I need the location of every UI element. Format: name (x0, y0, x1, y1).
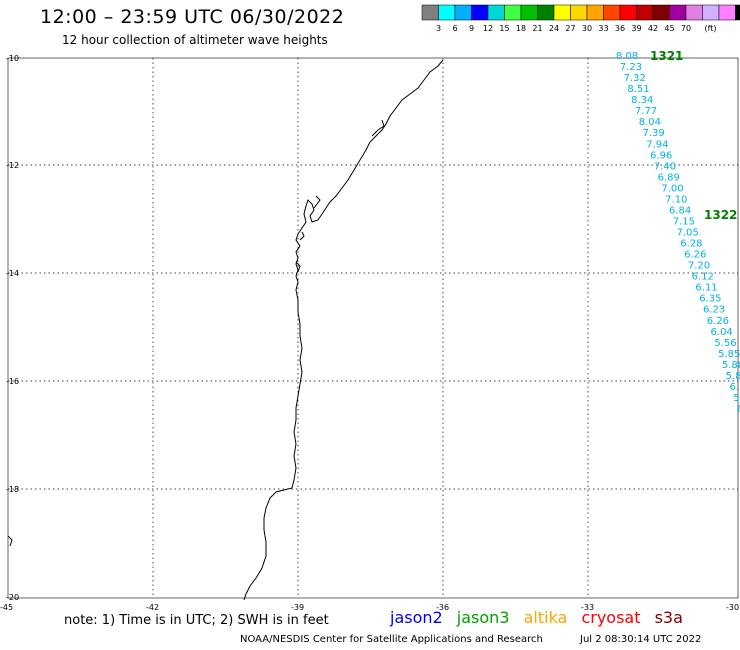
legend-label: 45 (664, 24, 674, 33)
swh-value: 6.26 (707, 316, 729, 327)
map-subtitle: 12 hour collection of altimeter wave hei… (62, 33, 328, 47)
swh-value: 5.85 (718, 349, 740, 360)
legend-label: 33 (598, 24, 608, 33)
swh-value: 7.94 (646, 139, 668, 150)
map-title: 12:00 – 23:59 UTC 06/30/2022 (40, 6, 345, 28)
swh-value: 6.11 (695, 283, 717, 294)
legend-label: 42 (648, 24, 658, 33)
legend-label: 21 (532, 24, 542, 33)
legend-label: 9 (469, 24, 474, 33)
coastline (243, 59, 444, 601)
pass-label: 1322 (704, 208, 737, 222)
legend-label: 30 (582, 24, 592, 33)
swh-value: 6.35 (699, 294, 721, 305)
swh-value: 8.08 (616, 51, 638, 62)
lat-label: -12 (6, 161, 19, 170)
swh-value: 7.77 (635, 106, 657, 117)
satellite-label: jason2 (390, 608, 443, 627)
swh-value: 7.23 (620, 62, 642, 73)
coastline-detail (7, 119, 385, 547)
swh-value: 7.05 (677, 228, 699, 239)
swh-value: 5.56 (714, 338, 736, 349)
credit-text: NOAA/NESDIS Center for Satellite Applica… (240, 634, 543, 645)
swh-value: 7.20 (688, 261, 710, 272)
satellite-legend: jason2 jason3 altika cryosat s3a (390, 608, 692, 627)
legend-label: 70 (681, 24, 691, 33)
legend-swatch (735, 4, 740, 21)
lon-label: -30 (726, 603, 739, 612)
satellite-label: cryosat (581, 608, 641, 627)
lon-labels: -45 -42 -39 -36 -33 -30 (0, 603, 739, 612)
lat-label: -18 (6, 485, 19, 494)
swh-value: 7.00 (661, 183, 683, 194)
swh-value: 6.84 (669, 205, 691, 216)
swh-value: 6.04 (711, 327, 733, 338)
legend-label: (ft) (705, 24, 717, 33)
lon-label: -36 (436, 603, 449, 612)
swh-value: 8.51 (627, 84, 649, 95)
swh-value: 6 (737, 404, 740, 415)
swh-value: 7.40 (654, 161, 676, 172)
gridlines (8, 58, 738, 598)
legend-label: 18 (516, 24, 526, 33)
swh-value: 6.23 (703, 305, 725, 316)
lat-label: -14 (6, 269, 19, 278)
swh-value: 7.39 (642, 128, 664, 139)
lon-label: -45 (0, 603, 13, 612)
swh-value: 6.89 (658, 172, 680, 183)
satellite-label: jason3 (456, 608, 510, 627)
legend-label: 39 (631, 24, 641, 33)
swh-value: 5.88 (722, 360, 740, 371)
swh-value: 7.10 (665, 194, 687, 205)
lon-label: -39 (291, 603, 304, 612)
lon-label: -42 (146, 603, 159, 612)
pass-label: 1321 (650, 49, 683, 63)
swh-value: 6.26 (684, 250, 706, 261)
swh-value: 7.32 (624, 73, 646, 84)
swh-value: 6.28 (680, 239, 702, 250)
satellite-label: s3a (654, 608, 683, 627)
lat-label: -16 (6, 377, 19, 386)
swh-value: 5. (733, 393, 740, 404)
swh-value: 6. (729, 382, 739, 393)
swh-value: 6.12 (692, 272, 714, 283)
satellite-label: altika (523, 608, 568, 627)
lon-label: -33 (581, 603, 594, 612)
legend-label: 3 (436, 24, 441, 33)
swh-value: 5.87 (726, 371, 740, 382)
legend-label: 27 (565, 24, 575, 33)
swh-color-legend: 3 6 9 12 15 18 21 24 27 30 33 36 39 42 45 70 (ft) (421, 4, 740, 33)
lat-label: -10 (6, 54, 19, 63)
swh-value: 8.34 (631, 95, 653, 106)
legend-label: 12 (483, 24, 493, 33)
swh-value: 8.04 (639, 117, 661, 128)
legend-label: 6 (452, 24, 457, 33)
swh-value: 6.96 (650, 150, 672, 161)
legend-label: 36 (615, 24, 625, 33)
lat-label: -20 (6, 593, 19, 602)
footer-note: note: 1) Time is in UTC; 2) SWH is in fe… (64, 613, 329, 628)
swh-value: 7.15 (673, 216, 695, 227)
timestamp-text: Jul 2 08:30:14 UTC 2022 (580, 634, 702, 645)
legend-label: 15 (499, 24, 509, 33)
map-frame (7, 57, 739, 599)
swh-track: 8.087.237.328.518.347.778.047.397.946.96… (616, 51, 740, 415)
legend-label: 24 (549, 24, 559, 33)
lat-labels: -10 -12 -14 -16 -18 -20 (6, 54, 19, 602)
